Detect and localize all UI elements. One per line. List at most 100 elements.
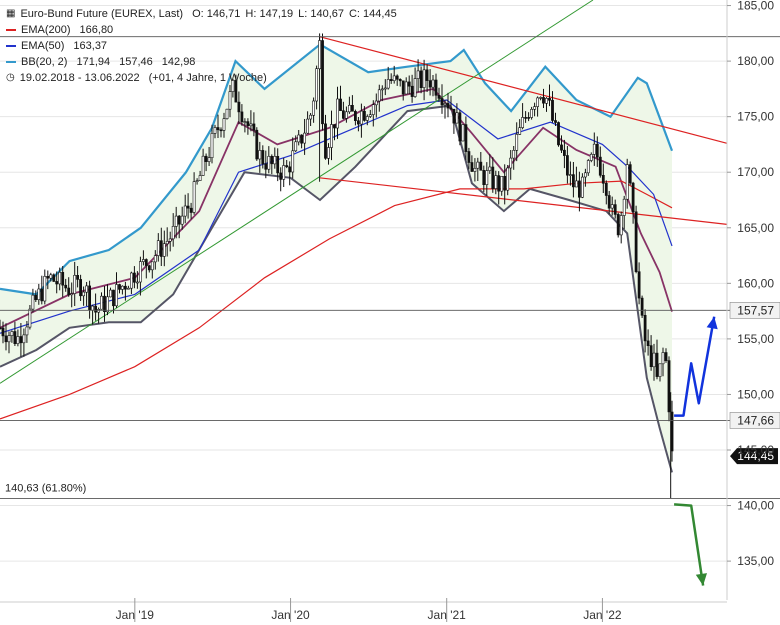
legend-period: ◷ 19.02.2018 - 13.06.2022 (+01, 4 Jahre,… (6, 70, 397, 86)
instrument-title: Euro-Bund Future (EUREX, Last) (20, 8, 184, 20)
price-candle (470, 162, 474, 172)
price-candle (362, 110, 366, 121)
legend-bb: BB(20, 2) 171,94 157,46 142,98 (6, 54, 397, 70)
price-candle (85, 285, 89, 293)
bb-lower-line (0, 104, 673, 473)
ohlc-high: H: 147,19 (245, 8, 294, 20)
price-candle (61, 271, 65, 286)
price-candle (530, 109, 534, 118)
price-candle (10, 331, 14, 336)
price-candle (649, 345, 653, 368)
price-candle (1, 327, 5, 337)
price-candle (315, 68, 319, 102)
price-candle (551, 99, 554, 121)
price-candle (192, 181, 196, 213)
y-tick-label: 155,00 (737, 332, 774, 346)
ema50-value: 163,37 (73, 40, 108, 52)
price-candle (109, 289, 112, 298)
price-candle (548, 98, 551, 101)
price-candle (303, 132, 307, 144)
price-candle (210, 133, 214, 158)
price-candle (557, 122, 560, 146)
price-candle (198, 175, 202, 181)
price-candle (300, 134, 304, 144)
price-candle (186, 205, 190, 209)
price-candle (449, 107, 453, 110)
price-candle (347, 105, 351, 113)
y-tick-label: 135,00 (737, 554, 774, 568)
price-candle (294, 141, 298, 152)
price-candle (103, 295, 106, 313)
price-candle (130, 272, 133, 289)
price-candle (330, 124, 333, 148)
price-candle (431, 79, 435, 88)
last-price-box (730, 448, 778, 465)
price-candle (180, 215, 184, 225)
price-candle (19, 336, 23, 344)
price-candle (13, 331, 17, 344)
price-candle (350, 105, 354, 112)
price-candle (443, 103, 447, 106)
price-candle (34, 294, 38, 301)
price-candle (628, 164, 632, 184)
price-candle (147, 265, 151, 271)
price-candle (133, 272, 136, 283)
price-candle (640, 297, 644, 316)
price-candle (234, 79, 238, 103)
price-candle (106, 296, 109, 313)
bb-swatch (6, 61, 16, 63)
price-candle (252, 123, 256, 131)
ohlc-open: O: 146,71 (192, 8, 241, 20)
price-candle (165, 241, 169, 245)
price-candle (580, 176, 584, 198)
price-candle (28, 308, 32, 328)
fib-level-label: 140,63 (61.80%) (5, 483, 86, 495)
price-candle (377, 89, 381, 102)
price-candle (142, 259, 145, 262)
price-candle (353, 111, 357, 122)
price-candle (461, 124, 465, 142)
price-candle (413, 78, 417, 97)
price-candle (40, 288, 44, 302)
price-candle (419, 70, 423, 89)
price-candle (276, 156, 280, 174)
price-candle (542, 97, 545, 104)
price-candle (153, 255, 157, 263)
price-candle (37, 288, 41, 300)
price-candle (374, 100, 378, 106)
ema200-line (0, 180, 673, 420)
price-candle (670, 411, 674, 452)
price-candle (79, 279, 83, 297)
price-candle (518, 127, 522, 135)
price-candle (285, 165, 289, 168)
price-candle (339, 98, 342, 111)
x-tick-label: Jan '21 (428, 608, 467, 622)
price-candle (434, 79, 438, 96)
y-tick-label: 170,00 (737, 165, 774, 179)
y-tick-label: 165,00 (737, 221, 774, 235)
price-candle (425, 69, 429, 81)
price-candle (643, 314, 647, 342)
price-candle (341, 110, 345, 119)
price-candle (658, 363, 662, 377)
price-candle (440, 98, 444, 106)
last-price-label: 144,45 (737, 449, 774, 463)
price-candle (583, 172, 587, 178)
price-candle (458, 112, 462, 142)
price-candle (446, 103, 450, 109)
price-candle (261, 150, 265, 165)
price-candle (655, 352, 659, 377)
x-tick-label: Jan '19 (116, 608, 155, 622)
price-candle (545, 98, 548, 104)
price-candle (533, 106, 537, 110)
price-candle (46, 275, 50, 279)
y-tick-label: 160,00 (737, 276, 774, 290)
price-candle (121, 285, 124, 290)
price-candle (359, 110, 363, 125)
price-candle (94, 305, 98, 313)
price-candle (270, 156, 274, 165)
price-candle (383, 87, 387, 90)
price-candle (562, 149, 566, 156)
price-candle (625, 164, 629, 200)
price-candle (88, 285, 92, 311)
